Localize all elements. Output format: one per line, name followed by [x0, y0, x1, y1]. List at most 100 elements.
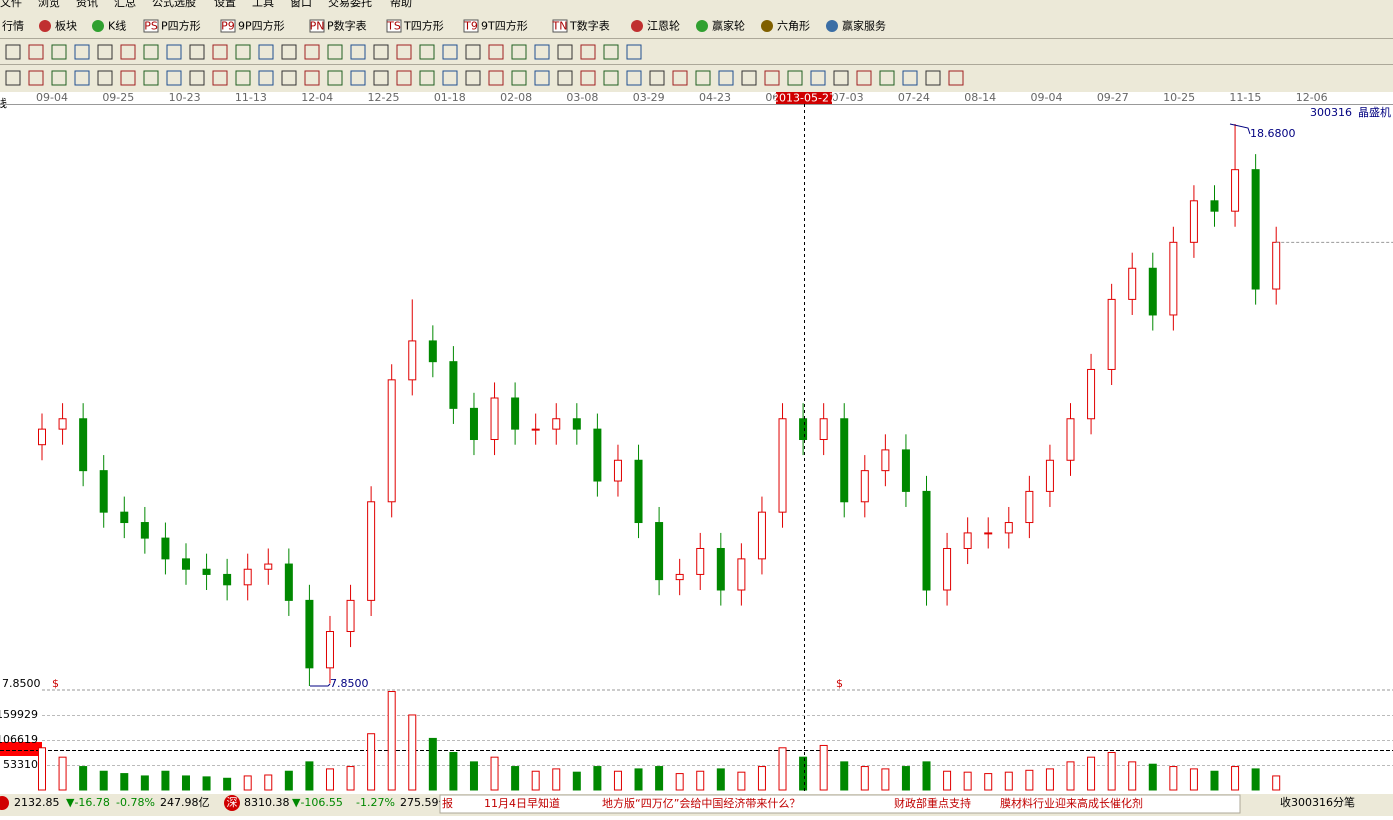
tool-icon[interactable] [465, 44, 481, 60]
tool-icon[interactable] [97, 44, 113, 60]
tool-icon[interactable] [189, 44, 205, 60]
news-item[interactable]: 财政部重点支持 [894, 796, 971, 810]
tool-icon[interactable] [5, 44, 21, 60]
toolbar-button[interactable]: 江恩轮 [647, 19, 680, 33]
tool-icon[interactable] [603, 70, 619, 86]
menu-item[interactable]: 帮助 [390, 0, 412, 9]
tool-icon[interactable] [879, 70, 895, 86]
tool-icon[interactable] [120, 44, 136, 60]
menu-item[interactable]: 汇总 [114, 0, 136, 9]
tool-icon[interactable] [396, 44, 412, 60]
tool-icon[interactable] [695, 70, 711, 86]
news-item[interactable]: 11月4日早知道 [484, 796, 560, 810]
tool-icon[interactable] [534, 44, 550, 60]
tool-icon[interactable] [327, 44, 343, 60]
menu-item[interactable]: 公式选股 [152, 0, 196, 9]
tool-icon[interactable] [534, 70, 550, 86]
news-item[interactable]: 报 [442, 796, 453, 810]
tool-icon[interactable] [28, 44, 44, 60]
tool-icon[interactable] [166, 44, 182, 60]
tool-icon[interactable] [741, 70, 757, 86]
toolbar-button[interactable]: P数字表 [327, 19, 367, 33]
tool-icon[interactable] [97, 70, 113, 86]
toolbar-button[interactable]: K线 [108, 19, 126, 33]
tool-icon[interactable] [902, 70, 918, 86]
tool-icon[interactable] [373, 70, 389, 86]
tool-icon[interactable] [235, 44, 251, 60]
tool-icon[interactable] [419, 70, 435, 86]
toolbar-button[interactable]: 9T四方形 [481, 19, 528, 33]
tool-icon[interactable] [350, 70, 366, 86]
tool-icon[interactable] [5, 70, 21, 86]
tool-icon[interactable] [74, 70, 90, 86]
tool-icon[interactable] [511, 70, 527, 86]
tool-icon[interactable] [580, 44, 596, 60]
tool-icon[interactable] [373, 44, 389, 60]
tool-icon[interactable] [120, 70, 136, 86]
tool-icon[interactable] [580, 70, 596, 86]
menu-item[interactable]: 设置 [214, 0, 236, 9]
tool-icon[interactable] [626, 70, 642, 86]
menu-item[interactable]: 窗口 [290, 0, 312, 9]
tool-icon[interactable] [51, 70, 67, 86]
tool-icon[interactable] [28, 70, 44, 86]
tool-icon[interactable] [327, 70, 343, 86]
tool-icon[interactable] [235, 70, 251, 86]
menu-item[interactable]: 工具 [252, 0, 274, 9]
tool-icon[interactable] [281, 44, 297, 60]
tool-icon[interactable] [396, 70, 412, 86]
tool-icon[interactable] [557, 70, 573, 86]
toolbar-button[interactable]: 赢家轮 [712, 19, 745, 33]
menu-item[interactable]: 文件 [0, 0, 22, 9]
tool-icon[interactable] [281, 70, 297, 86]
tool-icon[interactable] [649, 70, 665, 86]
tool-icon[interactable] [488, 44, 504, 60]
toolbar-button[interactable]: 板块 [55, 19, 77, 33]
tool-icon[interactable] [419, 44, 435, 60]
toolbar-button[interactable]: P四方形 [161, 19, 201, 33]
tool-icon[interactable] [258, 44, 274, 60]
news-item[interactable]: 地方版“四万亿”会给中国经济带来什么？ [602, 796, 800, 810]
menu-item[interactable]: 浏览 [38, 0, 60, 9]
menu-item[interactable]: 资讯 [76, 0, 98, 9]
tool-icon[interactable] [925, 70, 941, 86]
tool-icon[interactable] [787, 70, 803, 86]
toolbar-button[interactable]: T数字表 [569, 19, 610, 33]
tool-icon[interactable] [764, 70, 780, 86]
tool-icon[interactable] [189, 70, 205, 86]
candle-body [655, 522, 664, 581]
tool-icon[interactable] [603, 44, 619, 60]
tool-icon[interactable] [833, 70, 849, 86]
tool-icon[interactable] [626, 44, 642, 60]
tool-icon[interactable] [212, 70, 228, 86]
toolbar-button[interactable]: 赢家服务 [842, 19, 886, 33]
tool-icon[interactable] [51, 44, 67, 60]
tool-icon[interactable] [143, 70, 159, 86]
tool-icon[interactable] [258, 70, 274, 86]
tool-icon[interactable] [442, 44, 458, 60]
tool-icon[interactable] [442, 70, 458, 86]
tool-icon[interactable] [948, 70, 964, 86]
tool-icon[interactable] [672, 70, 688, 86]
toolbar-button[interactable]: 9P四方形 [238, 19, 285, 33]
tool-icon[interactable] [212, 44, 228, 60]
tool-icon[interactable] [810, 70, 826, 86]
candle-body [531, 428, 540, 431]
tool-icon[interactable] [465, 70, 481, 86]
tool-icon[interactable] [488, 70, 504, 86]
tool-icon[interactable] [557, 44, 573, 60]
tool-icon[interactable] [856, 70, 872, 86]
tool-icon[interactable] [166, 70, 182, 86]
toolbar-button[interactable]: T四方形 [403, 19, 444, 33]
tool-icon[interactable] [143, 44, 159, 60]
toolbar-button[interactable]: 六角形 [777, 20, 810, 33]
tool-icon[interactable] [304, 44, 320, 60]
tool-icon[interactable] [350, 44, 366, 60]
tool-icon[interactable] [74, 44, 90, 60]
tool-icon[interactable] [304, 70, 320, 86]
news-item[interactable]: 膜材料行业迎来高成长催化剂 [1000, 796, 1143, 810]
tool-icon[interactable] [511, 44, 527, 60]
menu-item[interactable]: 交易委托 [328, 0, 372, 9]
tool-icon[interactable] [718, 70, 734, 86]
toolbar-button[interactable]: 行情 [2, 20, 24, 33]
